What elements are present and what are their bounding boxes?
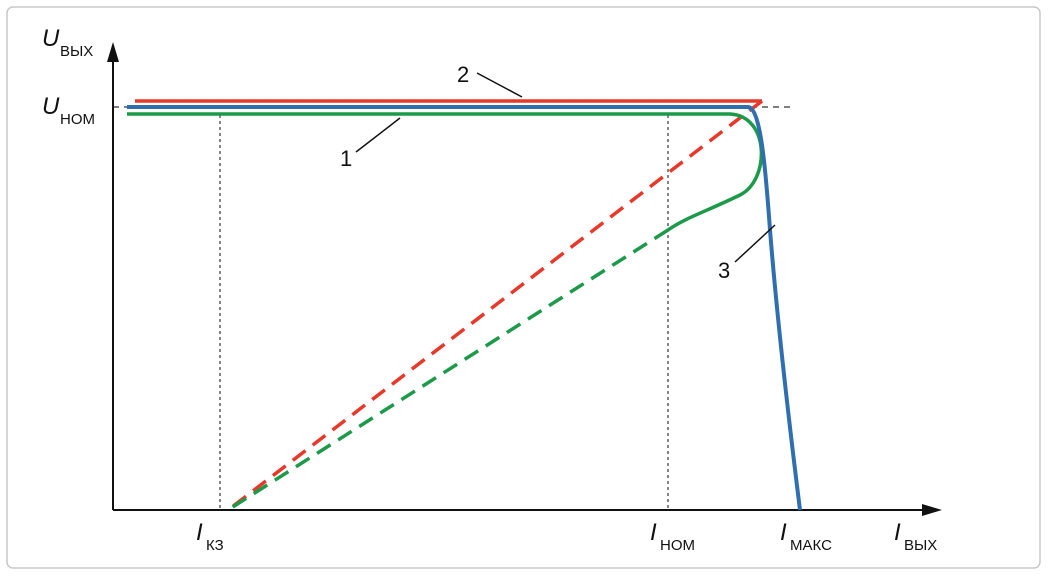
curve-2-dashed bbox=[226, 99, 764, 512]
leader-1 bbox=[355, 117, 401, 153]
x-mark-symbol: I bbox=[196, 519, 203, 546]
leader-3 bbox=[734, 224, 776, 263]
leader-2 bbox=[476, 72, 523, 98]
frame bbox=[6, 6, 1041, 569]
x-axis-symbol: I bbox=[894, 519, 901, 546]
x-mark-subscript: КЗ bbox=[206, 537, 224, 554]
y-axis-subscript: ВЫХ bbox=[60, 43, 93, 60]
y-axis-symbol: U bbox=[42, 25, 60, 52]
u-nom-symbol: U bbox=[42, 93, 60, 120]
curve-label: 1 bbox=[340, 146, 352, 171]
x-mark-subscript: МАКС bbox=[790, 537, 832, 554]
y-arrow bbox=[107, 42, 119, 62]
x-axis-subscript: ВЫХ bbox=[904, 537, 937, 554]
u-nom-subscript: НОМ bbox=[60, 111, 95, 128]
curve-1 bbox=[127, 112, 763, 232]
x-mark-symbol: I bbox=[650, 519, 657, 546]
x-arrow bbox=[922, 504, 942, 516]
curve-label: 3 bbox=[718, 258, 730, 283]
curve-label: 2 bbox=[457, 62, 469, 87]
curve-1-dashed bbox=[227, 228, 669, 512]
curve-3 bbox=[127, 105, 802, 511]
x-mark-subscript: НОМ bbox=[660, 537, 695, 554]
x-mark-symbol: I bbox=[780, 519, 787, 546]
